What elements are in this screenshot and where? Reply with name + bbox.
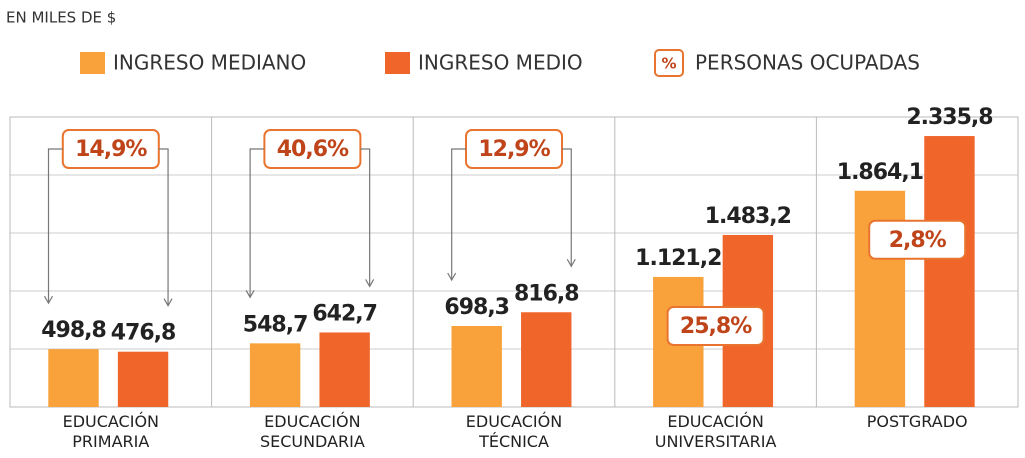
arrow bbox=[451, 148, 466, 280]
arrow bbox=[562, 148, 572, 267]
arrow-head bbox=[43, 295, 54, 305]
plot-frame bbox=[9, 116, 1019, 408]
value-label: 548,7 bbox=[243, 312, 308, 337]
arrow-head bbox=[447, 272, 457, 282]
percent-label: 25,8% bbox=[680, 314, 752, 339]
value-label: 2.335,8 bbox=[906, 105, 992, 130]
percent-label: 14,9% bbox=[75, 137, 147, 162]
legend-symbol-box bbox=[654, 49, 684, 77]
percent-label: 40,6% bbox=[277, 137, 349, 162]
arrow-head bbox=[245, 290, 255, 299]
value-label: 476,8 bbox=[111, 321, 176, 346]
legend-swatch bbox=[385, 52, 410, 74]
percent-box bbox=[868, 219, 967, 260]
bar bbox=[451, 325, 502, 407]
percent-box bbox=[666, 305, 765, 346]
value-label: 1.483,2 bbox=[705, 204, 791, 229]
x-tick-label: EDUCACIÓN SECUNDARIA bbox=[259, 412, 365, 451]
chart-title: EN MILES DE $ bbox=[6, 9, 116, 27]
legend-label: INGRESO MEDIANO bbox=[113, 51, 306, 75]
arrow bbox=[249, 148, 265, 298]
percent-label: 2,8% bbox=[889, 228, 947, 253]
value-label: 816,8 bbox=[514, 281, 579, 306]
bar bbox=[521, 312, 572, 407]
arrow-head bbox=[163, 298, 173, 307]
value-label: 698,3 bbox=[444, 295, 509, 320]
value-label: 642,7 bbox=[312, 301, 377, 326]
arrow-head bbox=[566, 258, 576, 268]
legend-symbol: % bbox=[661, 55, 676, 73]
bar bbox=[924, 136, 975, 408]
bar bbox=[319, 332, 370, 407]
arrow bbox=[158, 148, 169, 306]
legend-label: INGRESO MEDIO bbox=[418, 51, 583, 75]
bar bbox=[117, 351, 169, 407]
arrow bbox=[47, 148, 63, 304]
legend-swatch bbox=[80, 52, 105, 74]
value-label: 1.121,2 bbox=[635, 246, 721, 271]
x-tick-label: EDUCACIÓN PRIMARIA bbox=[62, 412, 160, 451]
value-label: 498,8 bbox=[41, 318, 106, 343]
x-tick-label: EDUCACIÓN UNIVERSITARIA bbox=[654, 412, 777, 451]
arrow bbox=[360, 148, 371, 287]
percent-label: 12,9% bbox=[478, 137, 550, 162]
legend-label: PERSONAS OCUPADAS bbox=[695, 51, 920, 75]
bar bbox=[249, 343, 301, 407]
bar bbox=[48, 349, 99, 407]
x-tick-label: POSTGRADO bbox=[866, 412, 968, 431]
value-label: 1.864,1 bbox=[837, 160, 923, 185]
x-tick-label: EDUCACIÓN TÉCNICA bbox=[465, 412, 563, 451]
arrow-head bbox=[365, 279, 375, 288]
